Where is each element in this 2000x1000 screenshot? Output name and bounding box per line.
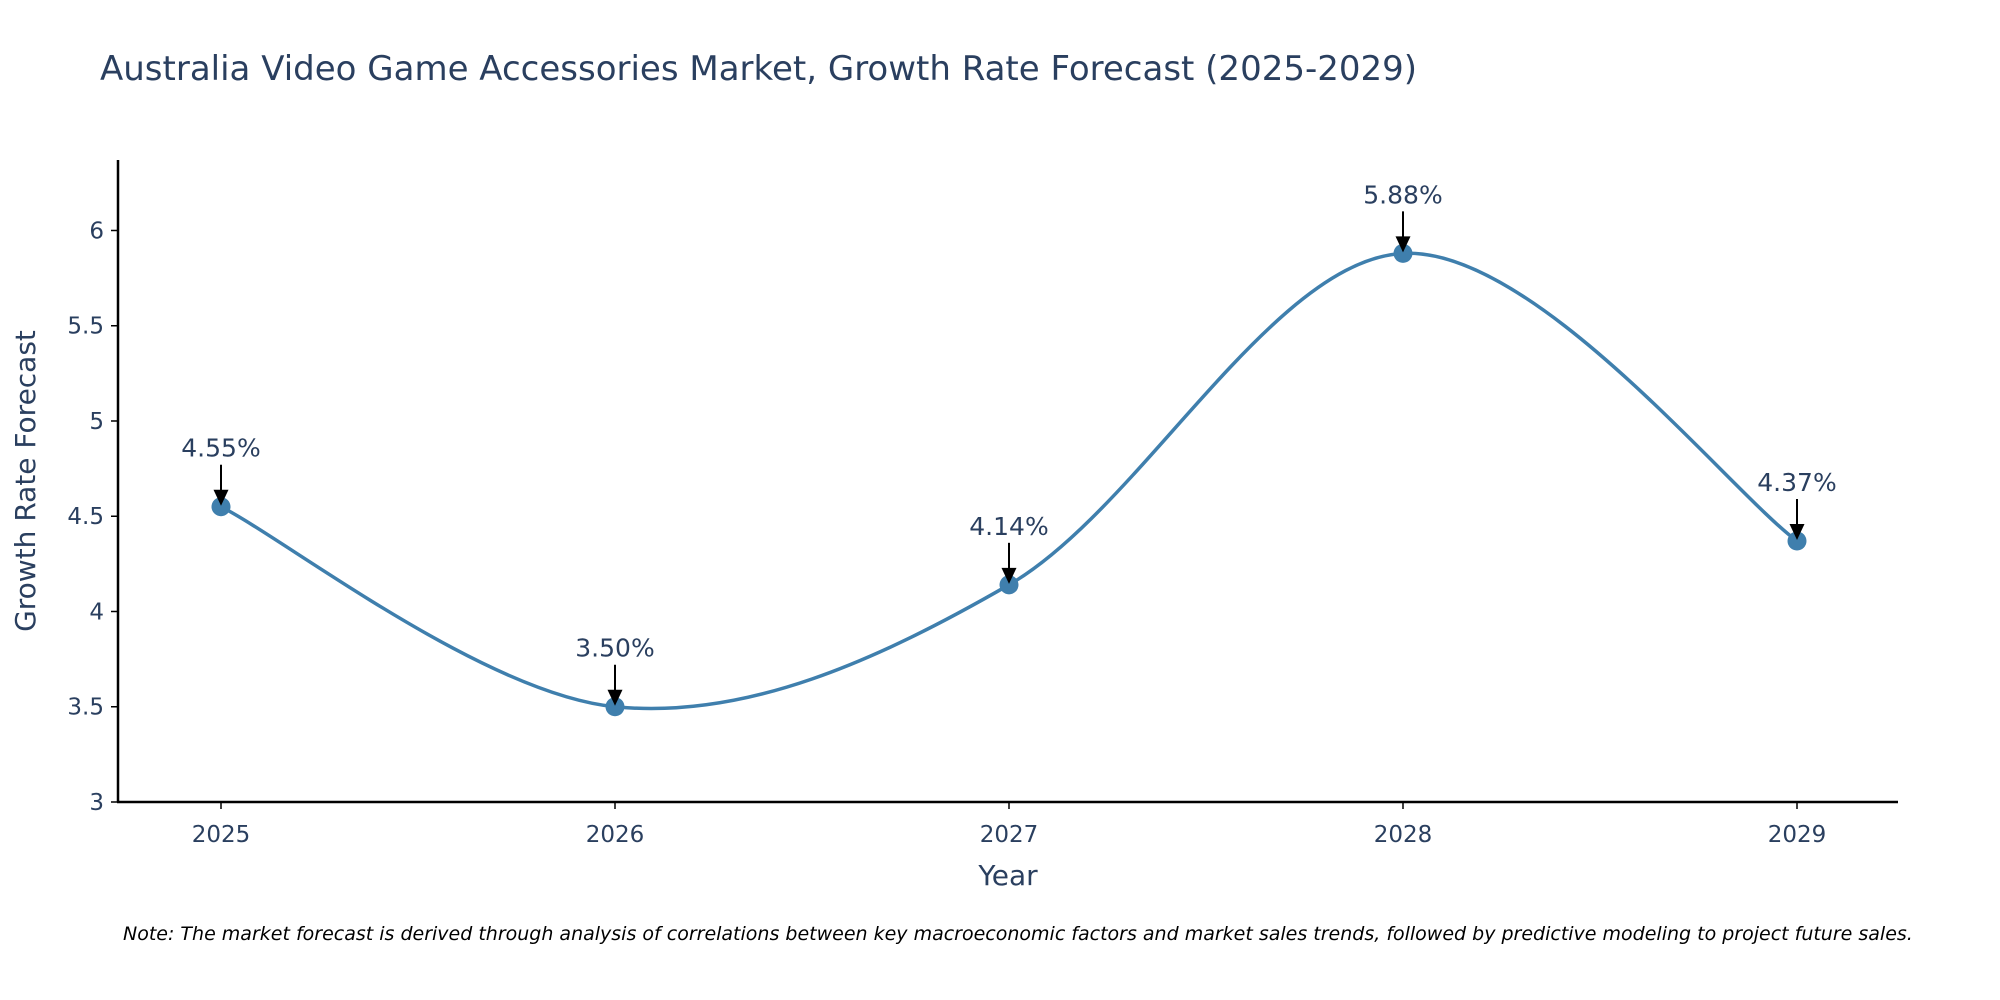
footnote: Note: The market forecast is derived thr… (123, 923, 1913, 945)
x-tick-label: 2025 (192, 822, 251, 848)
data-label: 4.37% (1757, 468, 1836, 497)
annotation-arrow-head (1395, 236, 1411, 253)
x-tick-label: 2028 (1374, 822, 1433, 848)
data-point (1787, 531, 1807, 551)
data-point (211, 497, 231, 517)
y-tick-label: 4 (89, 599, 104, 625)
data-point (605, 697, 625, 717)
x-axis-ticks: 2025 2026 2027 2028 2029 (192, 802, 1827, 848)
data-label: 4.55% (181, 434, 260, 463)
y-axis-title: Growth Rate Forecast (9, 330, 42, 632)
y-tick-label: 5.5 (67, 314, 104, 340)
y-tick-label: 4.5 (67, 504, 104, 530)
annotation-arrow-head (607, 689, 623, 706)
x-tick-label: 2026 (586, 822, 645, 848)
data-markers (211, 243, 1807, 717)
y-tick-label: 5 (89, 409, 104, 435)
series-line (220, 251, 1799, 711)
data-label: 5.88% (1363, 180, 1442, 209)
annotation-arrow-head (1001, 567, 1017, 584)
x-axis-title: Year (977, 859, 1038, 892)
y-axis-ticks: 3 3.5 4 4.5 5 5.5 6 (67, 218, 118, 816)
data-point (999, 575, 1019, 595)
x-tick-label: 2027 (980, 822, 1039, 848)
data-point (1393, 243, 1413, 263)
y-tick-label: 3 (89, 790, 104, 816)
data-annotations: 4.55% 3.50% 4.14% 5.88% 4.37% (181, 180, 1837, 706)
x-tick-label: 2029 (1768, 822, 1827, 848)
y-tick-label: 3.5 (67, 695, 104, 721)
annotation-arrow-head (213, 489, 229, 506)
annotation-arrow-head (1789, 524, 1805, 541)
chart-title: Australia Video Game Accessories Market,… (100, 49, 1417, 89)
y-tick-label: 6 (89, 218, 104, 244)
data-label: 3.50% (575, 634, 654, 663)
data-label: 4.14% (969, 512, 1048, 541)
